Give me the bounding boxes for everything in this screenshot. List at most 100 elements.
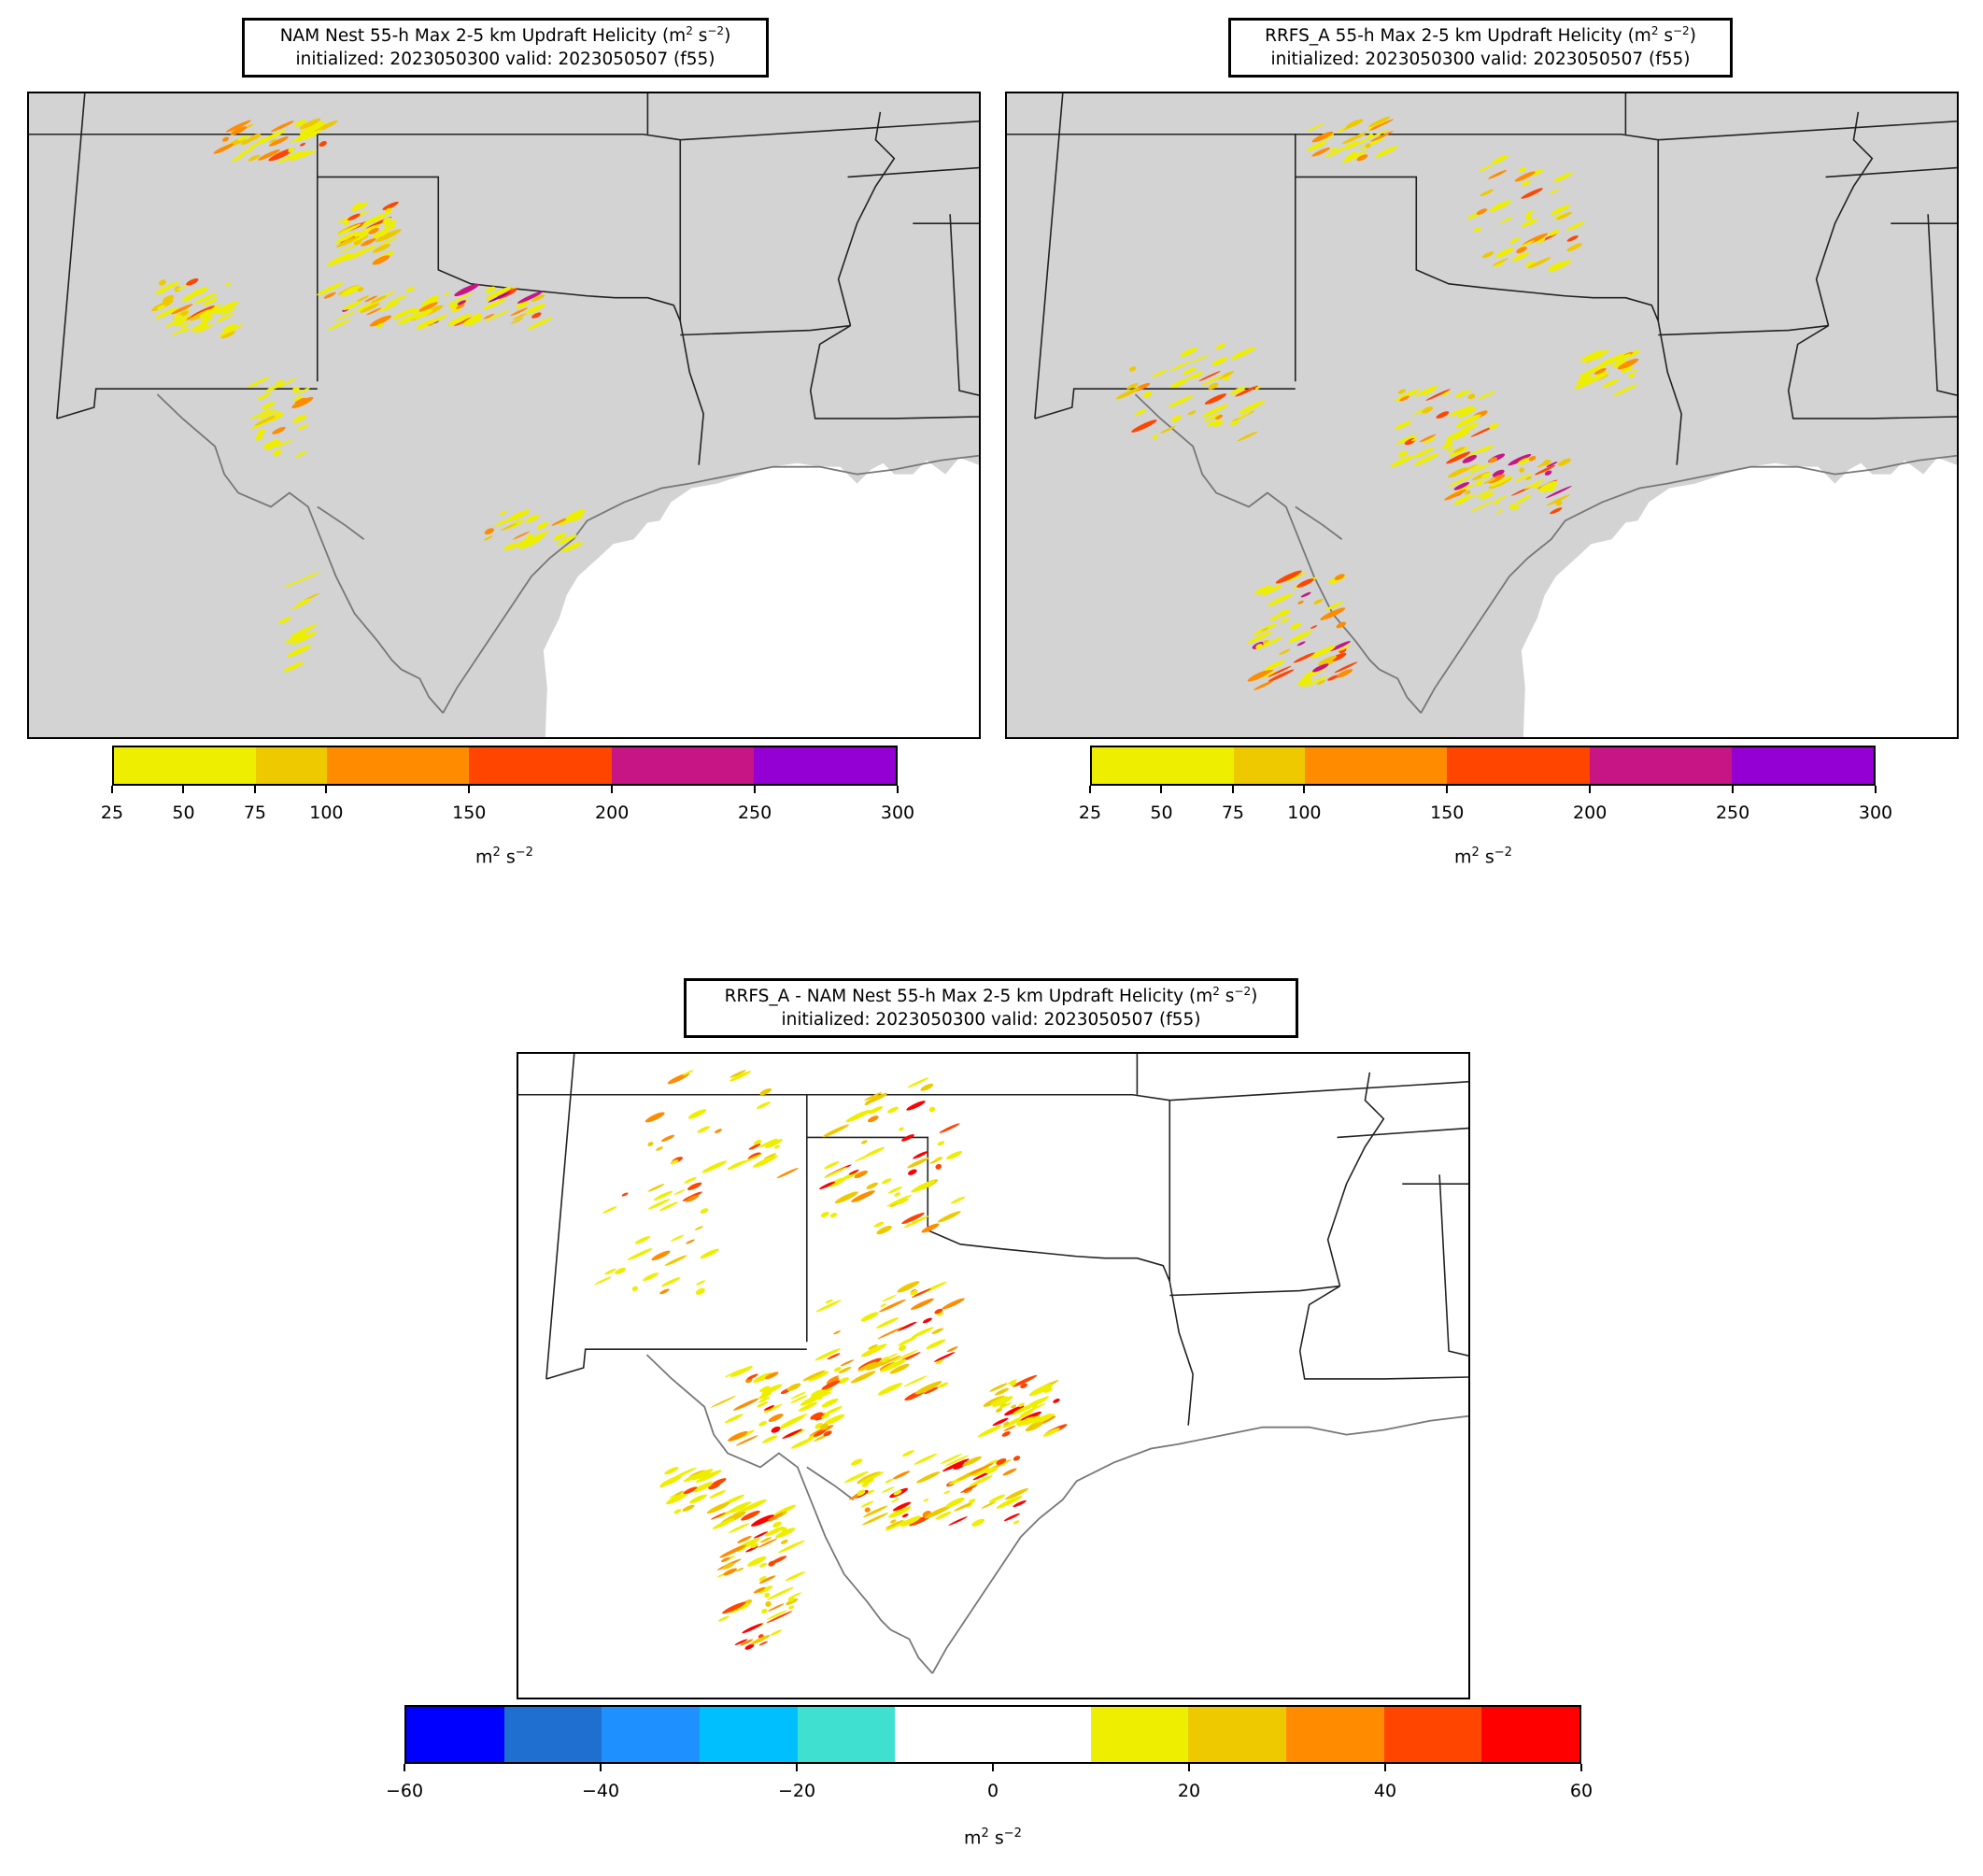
updraft-helicity-swath bbox=[972, 1467, 990, 1476]
updraft-helicity-swath bbox=[1519, 467, 1525, 473]
state-boundary bbox=[1298, 1285, 1468, 1380]
updraft-helicity-swath bbox=[1264, 660, 1285, 671]
updraft-helicity-swath bbox=[1508, 453, 1532, 466]
updraft-helicity-swath bbox=[357, 287, 364, 292]
updraft-helicity-swath bbox=[897, 1321, 917, 1331]
updraft-helicity-swath bbox=[761, 1384, 783, 1395]
colorbar-segment bbox=[797, 1707, 896, 1762]
updraft-helicity-swath bbox=[323, 291, 336, 299]
updraft-helicity-swath bbox=[928, 1106, 936, 1113]
colorbar-tick-label: 50 bbox=[172, 803, 195, 823]
updraft-helicity-swath bbox=[499, 510, 508, 516]
colorbar-segment bbox=[753, 747, 896, 784]
updraft-helicity-swath bbox=[1481, 251, 1494, 259]
state-boundary bbox=[545, 1054, 575, 1380]
updraft-helicity-swath bbox=[758, 1397, 771, 1403]
colorbar-tick-label: 250 bbox=[1715, 803, 1750, 823]
updraft-helicity-swath bbox=[1153, 434, 1158, 440]
updraft-helicity-swath bbox=[501, 522, 517, 532]
updraft-helicity-swath bbox=[877, 1326, 904, 1340]
updraft-helicity-swath bbox=[1423, 436, 1437, 444]
updraft-helicity-swath bbox=[1453, 495, 1471, 505]
updraft-helicity-swath bbox=[1617, 358, 1639, 370]
updraft-helicity-swath bbox=[899, 1127, 904, 1131]
updraft-helicity-swath bbox=[924, 1505, 952, 1519]
updraft-helicity-swath bbox=[1566, 235, 1579, 242]
state-boundary bbox=[809, 324, 979, 419]
updraft-helicity-swath bbox=[660, 1134, 675, 1143]
updraft-helicity-swath bbox=[602, 1206, 617, 1214]
updraft-helicity-swath bbox=[948, 1516, 968, 1526]
updraft-helicity-swath bbox=[1003, 1425, 1016, 1431]
updraft-helicity-swath bbox=[950, 1196, 966, 1204]
updraft-helicity-swath bbox=[527, 317, 553, 330]
colorbar-segment bbox=[1481, 1707, 1579, 1762]
updraft-helicity-swath bbox=[885, 1519, 904, 1529]
updraft-helicity-swath bbox=[988, 1494, 1006, 1503]
updraft-helicity-swath bbox=[294, 120, 306, 127]
updraft-helicity-swath bbox=[851, 1458, 863, 1466]
state-boundary bbox=[1438, 1174, 1468, 1357]
updraft-helicity-swath bbox=[292, 395, 303, 402]
updraft-helicity-swath bbox=[890, 1519, 897, 1524]
updraft-helicity-swath bbox=[724, 1414, 744, 1424]
rrfs-title-init-line: initialized: 2023050300 valid: 202305050… bbox=[1270, 50, 1691, 69]
updraft-helicity-swath bbox=[1217, 371, 1235, 379]
updraft-helicity-swath bbox=[315, 120, 338, 133]
colorbar-segment bbox=[1090, 1707, 1189, 1762]
updraft-helicity-swath bbox=[717, 1615, 729, 1622]
state-boundary bbox=[1295, 176, 1659, 321]
updraft-helicity-swath bbox=[1464, 490, 1471, 495]
updraft-helicity-swath bbox=[1480, 189, 1494, 196]
colorbar-tick bbox=[1160, 786, 1163, 793]
updraft-helicity-swath bbox=[510, 307, 528, 317]
updraft-helicity-swath bbox=[268, 148, 295, 162]
diff-map: NOAA bbox=[517, 1052, 1470, 1699]
updraft-helicity-swath bbox=[179, 322, 191, 329]
updraft-helicity-swath bbox=[1212, 419, 1224, 427]
updraft-helicity-swath bbox=[1368, 116, 1391, 127]
updraft-helicity-swath bbox=[446, 313, 472, 326]
updraft-helicity-swath bbox=[780, 1414, 808, 1427]
updraft-helicity-swath bbox=[1422, 406, 1434, 414]
updraft-helicity-swath bbox=[944, 1455, 970, 1467]
updraft-helicity-swath bbox=[378, 236, 399, 247]
updraft-helicity-swath bbox=[670, 1159, 679, 1165]
updraft-helicity-swath bbox=[1547, 260, 1572, 273]
colorbar-segment bbox=[1383, 1707, 1482, 1762]
updraft-helicity-swath bbox=[254, 433, 264, 441]
updraft-helicity-swath bbox=[710, 1395, 736, 1408]
updraft-helicity-swath bbox=[237, 135, 248, 141]
updraft-helicity-swath bbox=[1517, 457, 1531, 465]
updraft-helicity-swath bbox=[1280, 618, 1290, 623]
updraft-helicity-swath bbox=[486, 286, 512, 300]
updraft-helicity-swath bbox=[989, 1383, 1008, 1392]
updraft-helicity-swath bbox=[660, 1277, 681, 1287]
updraft-helicity-swath bbox=[516, 300, 531, 309]
updraft-helicity-swath bbox=[734, 1639, 748, 1645]
updraft-helicity-swath bbox=[368, 227, 379, 234]
updraft-helicity-swath bbox=[972, 1471, 991, 1481]
updraft-helicity-swath bbox=[933, 1352, 956, 1362]
updraft-helicity-swath bbox=[1398, 450, 1409, 457]
updraft-helicity-swath bbox=[886, 1194, 913, 1207]
updraft-helicity-swath bbox=[1254, 386, 1261, 391]
colorbar-tick bbox=[1384, 1764, 1386, 1771]
updraft-helicity-swath bbox=[670, 1234, 685, 1242]
updraft-helicity-swath bbox=[877, 1383, 903, 1396]
updraft-helicity-swath bbox=[745, 1545, 758, 1553]
updraft-helicity-swath bbox=[1341, 132, 1367, 145]
updraft-helicity-swath bbox=[186, 277, 199, 286]
updraft-helicity-swath bbox=[697, 1126, 710, 1133]
updraft-helicity-swath bbox=[484, 528, 494, 535]
updraft-helicity-swath bbox=[1011, 1404, 1017, 1409]
colorbar-tick-label: 150 bbox=[1430, 803, 1465, 823]
updraft-helicity-swath bbox=[893, 1471, 911, 1480]
updraft-helicity-swath bbox=[1483, 477, 1496, 485]
updraft-helicity-swath bbox=[1614, 359, 1625, 364]
updraft-helicity-swath bbox=[966, 1504, 972, 1508]
updraft-helicity-swath bbox=[1367, 133, 1374, 139]
updraft-helicity-swath bbox=[885, 1478, 894, 1484]
updraft-helicity-swath bbox=[897, 1198, 909, 1205]
updraft-helicity-swath bbox=[385, 294, 408, 306]
